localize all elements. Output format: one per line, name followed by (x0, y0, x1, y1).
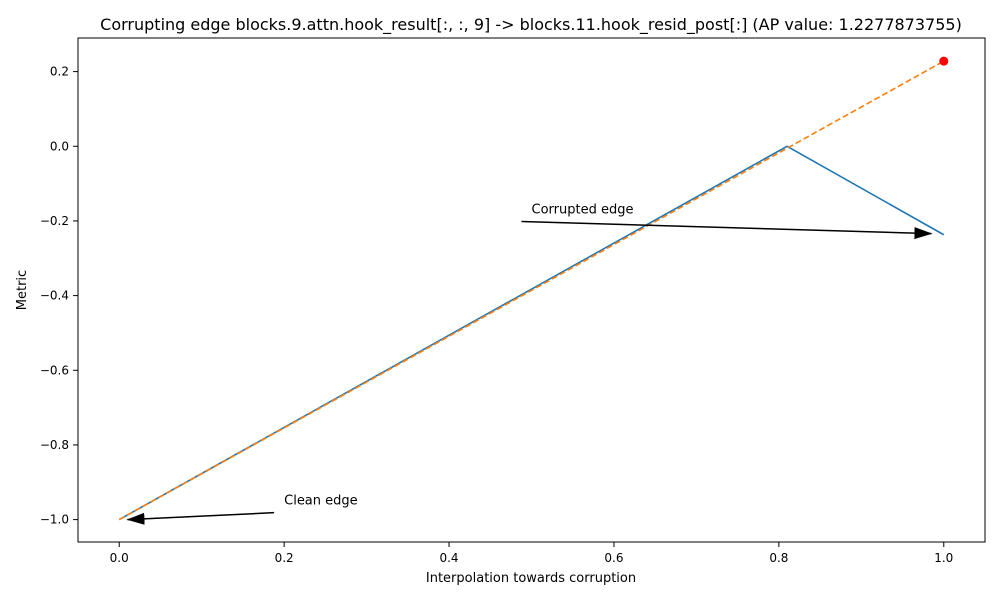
y-tick-label: −1.0 (40, 513, 69, 527)
x-tick-label: 0.0 (110, 551, 129, 565)
y-tick-label: −0.8 (40, 438, 69, 452)
annotation-arrow-0 (126, 511, 275, 525)
y-tick-label: 0.2 (50, 65, 69, 79)
y-tick-label: −0.6 (40, 363, 69, 377)
y-tick-label: −0.4 (40, 289, 69, 303)
x-tick-label: 1.0 (934, 551, 953, 565)
y-tick-label: 0.0 (50, 139, 69, 153)
x-tick-label: 0.4 (439, 551, 458, 565)
x-tick-label: 0.2 (275, 551, 294, 565)
annotation-label-1: Corrupted edge (532, 202, 634, 217)
x-tick-label: 0.6 (604, 551, 623, 565)
y-tick-label: −0.2 (40, 214, 69, 228)
axis-ticks: 0.0 0.2 0.4 0.6 0.8 1.0 0.2 0.0 −0.2 −0.4 −0.6 −0.8… (40, 65, 953, 565)
plot-frame (77, 37, 986, 543)
y-axis-label: Metric (15, 270, 30, 310)
x-axis-label: Interpolation towards corruption (426, 571, 636, 586)
x-tick-label: 0.8 (769, 551, 788, 565)
annotation-label-0: Clean edge (284, 494, 358, 509)
chart-title: Corrupting edge blocks.9.attn.hook_resul… (100, 15, 962, 35)
series-line-linear (118, 60, 945, 521)
end-point-marker (939, 56, 949, 66)
plot-area: Clean edge Corrupted edge (77, 37, 986, 543)
annotation-arrow-1 (521, 220, 933, 240)
